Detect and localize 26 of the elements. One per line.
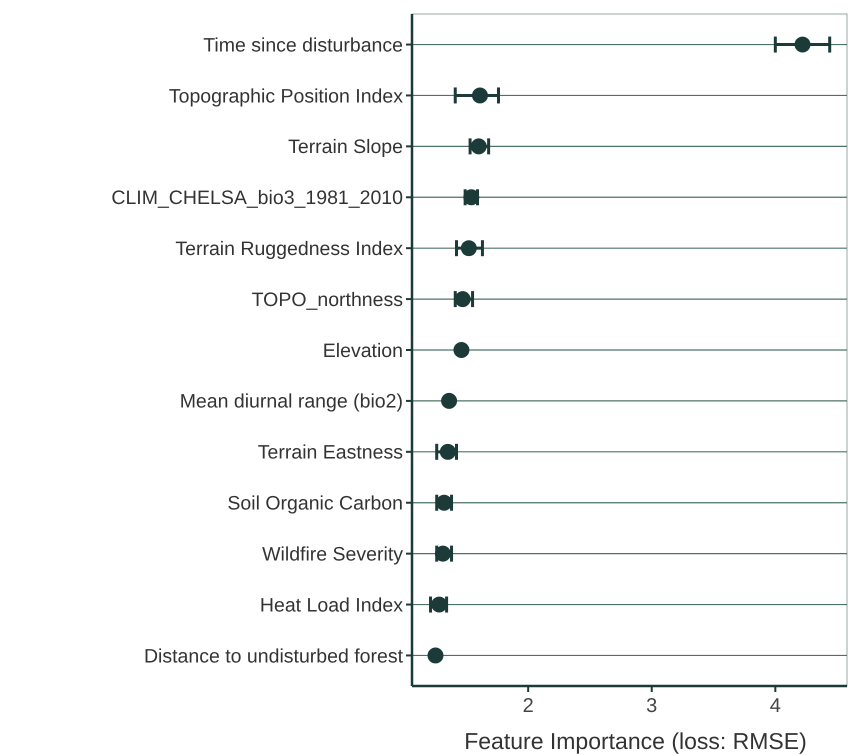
- y-tick-label: Distance to undisturbed forest: [144, 645, 404, 668]
- x-tick-label: 4: [770, 695, 781, 717]
- y-tick-label: Elevation: [322, 340, 403, 362]
- y-tick-label: Topographic Position Index: [168, 85, 404, 108]
- point: [453, 342, 470, 358]
- point: [794, 36, 810, 53]
- y-tick-label: Terrain Ruggedness Index: [175, 238, 404, 260]
- y-tick-label: Terrain Slope: [288, 136, 403, 158]
- point: [454, 291, 471, 308]
- point: [441, 392, 458, 409]
- y-tick-label: Mean diurnal range (bio2): [180, 390, 403, 413]
- y-tick-label: TOPO_northness: [252, 288, 404, 311]
- point: [428, 647, 444, 664]
- x-tick-label: 3: [646, 695, 658, 717]
- x-tick-label: 2: [522, 695, 534, 717]
- y-tick-label: CLIM_CHELSA_bio3_1981_2010: [111, 187, 404, 210]
- point: [460, 240, 477, 256]
- point: [470, 138, 487, 154]
- point: [472, 87, 488, 104]
- y-tick-label: Terrain Eastness: [258, 442, 404, 464]
- y-tick-label: Soil Organic Carbon: [227, 492, 403, 515]
- y-tick-label: Heat Load Index: [260, 594, 404, 616]
- y-tick-label: Wildfire Severity: [262, 543, 404, 566]
- x-axis-title: Feature Importance (loss: RMSE): [464, 728, 807, 754]
- point: [440, 444, 456, 460]
- y-tick-label: Time since disturbance: [203, 34, 403, 56]
